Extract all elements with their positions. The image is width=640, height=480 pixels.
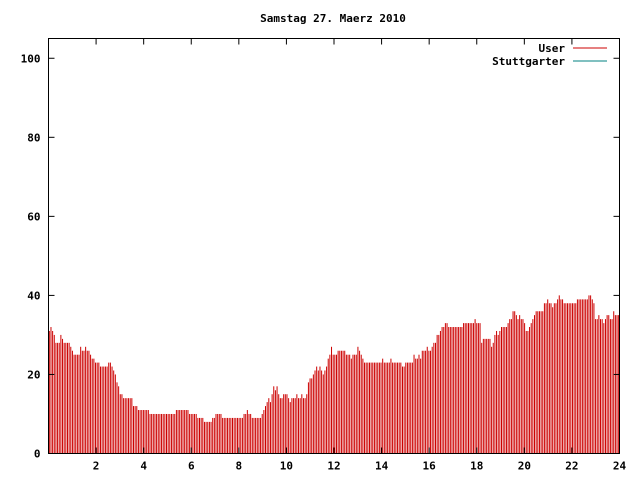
x-tick-label: 12 [327, 460, 340, 473]
x-tick-label: 18 [470, 460, 483, 473]
y-tick-label: 20 [27, 368, 40, 381]
x-tick-label: 16 [423, 460, 437, 473]
x-tick-label: 6 [188, 460, 195, 473]
legend-label: Stuttgarter [492, 55, 565, 68]
chart-title: Samstag 27. Maerz 2010 [260, 12, 406, 25]
y-tick-label: 60 [27, 210, 40, 223]
y-axis: 0 20 40 60 80 100 [21, 52, 620, 461]
y-tick-label: 40 [27, 289, 40, 302]
x-tick-label: 2 [93, 460, 100, 473]
x-tick-label: 14 [375, 460, 389, 473]
plot-frame [48, 38, 620, 454]
x-tick-label: 22 [565, 460, 578, 473]
y-tick-label: 0 [34, 448, 41, 461]
x-tick-label: 8 [236, 460, 243, 473]
x-tick-label: 20 [518, 460, 531, 473]
y-tick-label: 80 [27, 131, 40, 144]
x-axis: 2 4 6 8 10 12 14 16 18 20 22 24 [93, 38, 627, 473]
y-tick-label: 100 [21, 52, 41, 65]
plot-bars [48, 295, 620, 454]
x-tick-label: 4 [140, 460, 147, 473]
legend-label: User [539, 42, 566, 55]
x-tick-label: 24 [613, 460, 627, 473]
x-tick-label: 10 [280, 460, 293, 473]
